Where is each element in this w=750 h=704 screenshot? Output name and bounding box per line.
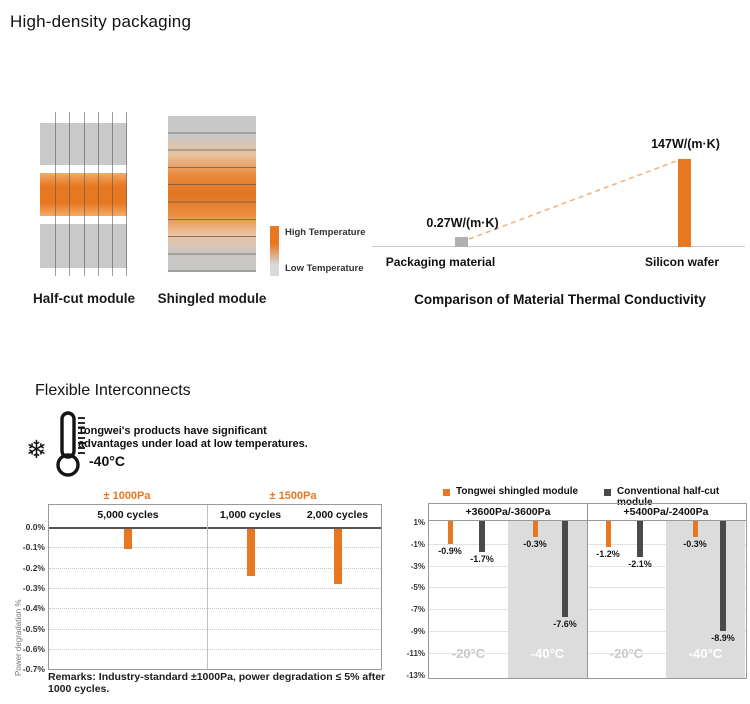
group-divider (587, 504, 588, 678)
bar-value-label: -1.2% (596, 548, 620, 559)
bar-value-label: -0.3% (683, 538, 707, 549)
conductivity-chart-caption: Comparison of Material Thermal Conductiv… (414, 292, 706, 307)
busbar-line (83, 112, 85, 276)
zero-axis-line (49, 527, 381, 529)
y-axis-tick-label: -5% (410, 583, 425, 593)
bar-value-label: -8.9% (711, 633, 735, 644)
y-axis-label: Power degradation % (14, 599, 23, 677)
bar-shingled (447, 521, 453, 544)
cycles-degradation-chart: 5,000 cycles 1,000 cycles 2,000 cycles 0… (23, 504, 382, 674)
remarks-text: Remarks: Industry-standard ±1000Pa, powe… (48, 671, 386, 695)
bar-shingled (692, 521, 698, 537)
silicon-wafer-value: 147W/(m·K) (651, 137, 720, 151)
gridline (49, 547, 381, 549)
busbar-line (55, 112, 56, 276)
y-axis-tick-label: -0.5% (22, 623, 45, 634)
bar-shingled (605, 521, 611, 547)
callout-temperature: -40°C (89, 453, 125, 469)
temperature-gradient-bar (270, 226, 279, 276)
y-axis-tick-label: -13% (406, 671, 425, 680)
busbar-line (126, 112, 127, 276)
gridline (49, 608, 381, 610)
y-axis-tick-label: -0.7% (22, 664, 45, 675)
y-axis-tick-label: -11% (406, 649, 425, 659)
legend-label-shingled: Tongwei shingled module (456, 486, 579, 497)
halfcut-module-label: Half-cut module (32, 291, 135, 306)
section-title-flexible-interconnects: Flexible Interconnects (35, 382, 191, 399)
gridline (49, 567, 381, 569)
pressure-header-1500pa: ± 1500Pa (269, 490, 317, 502)
packaging-material-value: 0.27W/(m·K) (426, 216, 499, 230)
snowflake-icon: ❄ (26, 436, 47, 464)
temperature-label: -20°C (609, 646, 644, 661)
group-header-5400pa: +5400Pa/-2400Pa (623, 506, 709, 518)
busbar-line (69, 112, 71, 276)
temperature-label: -20°C (451, 646, 486, 661)
bar-value-label: -7.6% (553, 618, 577, 629)
packaging-material-marker (455, 237, 468, 247)
bar-halfcut (562, 521, 568, 617)
y-axis-tick-label: -0.2% (22, 562, 45, 573)
y-axis-tick-label: -9% (410, 627, 425, 637)
column-header-2000-cycles: 2,000 cycles (306, 509, 369, 521)
y-axis-tick-label: -0.3% (22, 582, 45, 593)
y-axis-tick-label: -0.1% (22, 542, 45, 553)
legend-high-temperature: High Temperature (285, 227, 366, 238)
callout-text-line1: Tongwei's products have significant (78, 425, 267, 437)
legend-swatch-halfcut (604, 489, 611, 496)
degradation-bar (246, 529, 255, 576)
silicon-wafer-label: Silicon wafer (644, 255, 720, 269)
y-axis-tick-label: -0.4% (22, 603, 45, 614)
group-header-3600pa: +3600Pa/-3600Pa (465, 506, 551, 518)
degradation-bar (333, 529, 342, 584)
legend-label-halfcut: Conventional half-cut module (617, 486, 720, 508)
cold-column-background (508, 521, 587, 678)
y-axis-tick-label: -0.6% (22, 643, 45, 654)
bar-value-label: -1.7% (470, 554, 494, 565)
degradation-bar (124, 529, 132, 550)
busbar-line (112, 112, 114, 276)
conductivity-baseline (372, 246, 745, 247)
temperature-label: -40°C (530, 646, 565, 661)
busbar-line (98, 112, 99, 276)
bar-halfcut (479, 521, 485, 553)
legend-low-temperature: Low Temperature (285, 263, 364, 274)
cold-column-background (666, 521, 745, 678)
callout-text-line2: advantages under load at low temperature… (78, 438, 308, 450)
y-axis-tick-label: 1% (413, 517, 425, 527)
legend-swatch-shingled (443, 489, 450, 496)
temperature-label: -40°C (688, 646, 723, 661)
column-header-5000-cycles: 5,000 cycles (97, 509, 159, 521)
silicon-wafer-bar (678, 159, 691, 247)
gridline (49, 587, 381, 589)
bar-shingled (532, 521, 538, 537)
pressure-header-1000pa: ± 1000Pa (103, 490, 151, 502)
packaging-material-label: Packaging material (385, 255, 496, 269)
y-axis-tick-label: 0.0% (25, 522, 45, 532)
y-axis-tick-label: -1% (410, 539, 425, 549)
section-divider (207, 505, 208, 669)
y-axis-tick-label: -3% (410, 561, 425, 571)
y-axis-tick-label: -7% (410, 605, 425, 615)
bar-halfcut (720, 521, 726, 632)
gridline (49, 628, 381, 630)
page-title: High-density packaging (10, 12, 192, 31)
bar-value-label: -2.1% (628, 558, 652, 569)
bar-value-label: -0.3% (523, 538, 547, 549)
gridline (49, 648, 381, 650)
halfcut-module-diagram (40, 100, 127, 278)
column-header-1000-cycles: 1,000 cycles (219, 509, 282, 521)
dashed-connector-line (468, 159, 680, 240)
shingled-module-label: Shingled module (157, 291, 267, 306)
shingled-module-diagram (168, 116, 256, 272)
thermometer-icon (56, 411, 85, 477)
low-temp-load-chart: +3600Pa/-3600Pa +5400Pa/-2400Pa 1% -1% -3%… (406, 503, 747, 680)
bar-halfcut (637, 521, 643, 557)
bar-value-label: -0.9% (438, 545, 462, 556)
